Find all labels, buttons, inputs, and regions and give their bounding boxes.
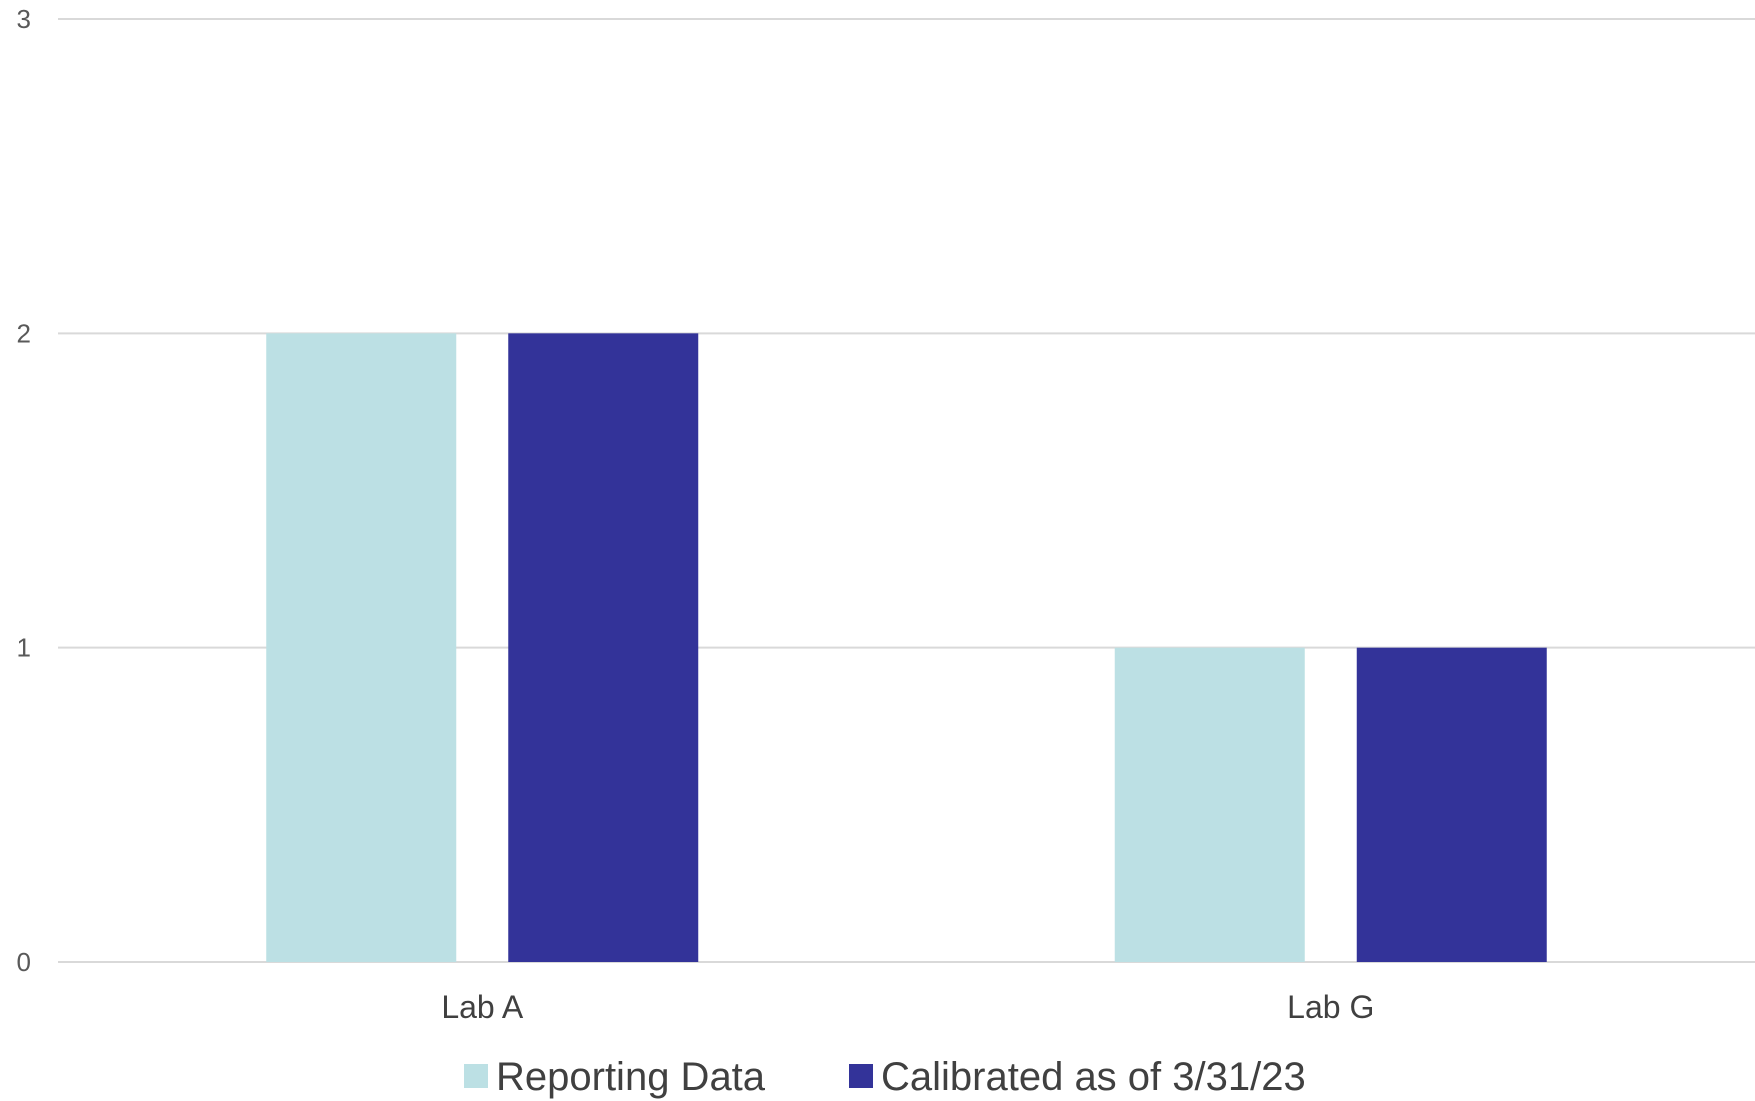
x-axis-category-labels: Lab A Lab G bbox=[441, 989, 1374, 1025]
legend: Reporting Data Calibrated as of 3/31/23 bbox=[464, 1055, 1306, 1099]
bar-lab-a-reporting-data bbox=[266, 333, 457, 962]
y-tick-label: 0 bbox=[17, 947, 31, 977]
bar-lab-g-calibrated-as-of-3-31-23 bbox=[1356, 647, 1547, 962]
legend-label-calibrated: Calibrated as of 3/31/23 bbox=[881, 1055, 1306, 1099]
y-tick-label: 1 bbox=[17, 633, 31, 663]
legend-label-reporting-data: Reporting Data bbox=[496, 1055, 766, 1099]
legend-swatch-reporting-data bbox=[464, 1064, 488, 1088]
y-tick-label: 2 bbox=[17, 318, 31, 348]
y-tick-label: 3 bbox=[17, 4, 31, 34]
y-axis-tick-labels: 0 1 2 3 bbox=[17, 4, 31, 977]
bars bbox=[266, 333, 1547, 962]
legend-swatch-calibrated bbox=[849, 1064, 873, 1088]
bar-lab-g-reporting-data bbox=[1114, 647, 1305, 962]
x-category-label: Lab A bbox=[441, 989, 524, 1025]
bar-lab-a-calibrated-as-of-3-31-23 bbox=[508, 333, 699, 962]
x-category-label: Lab G bbox=[1287, 989, 1374, 1025]
